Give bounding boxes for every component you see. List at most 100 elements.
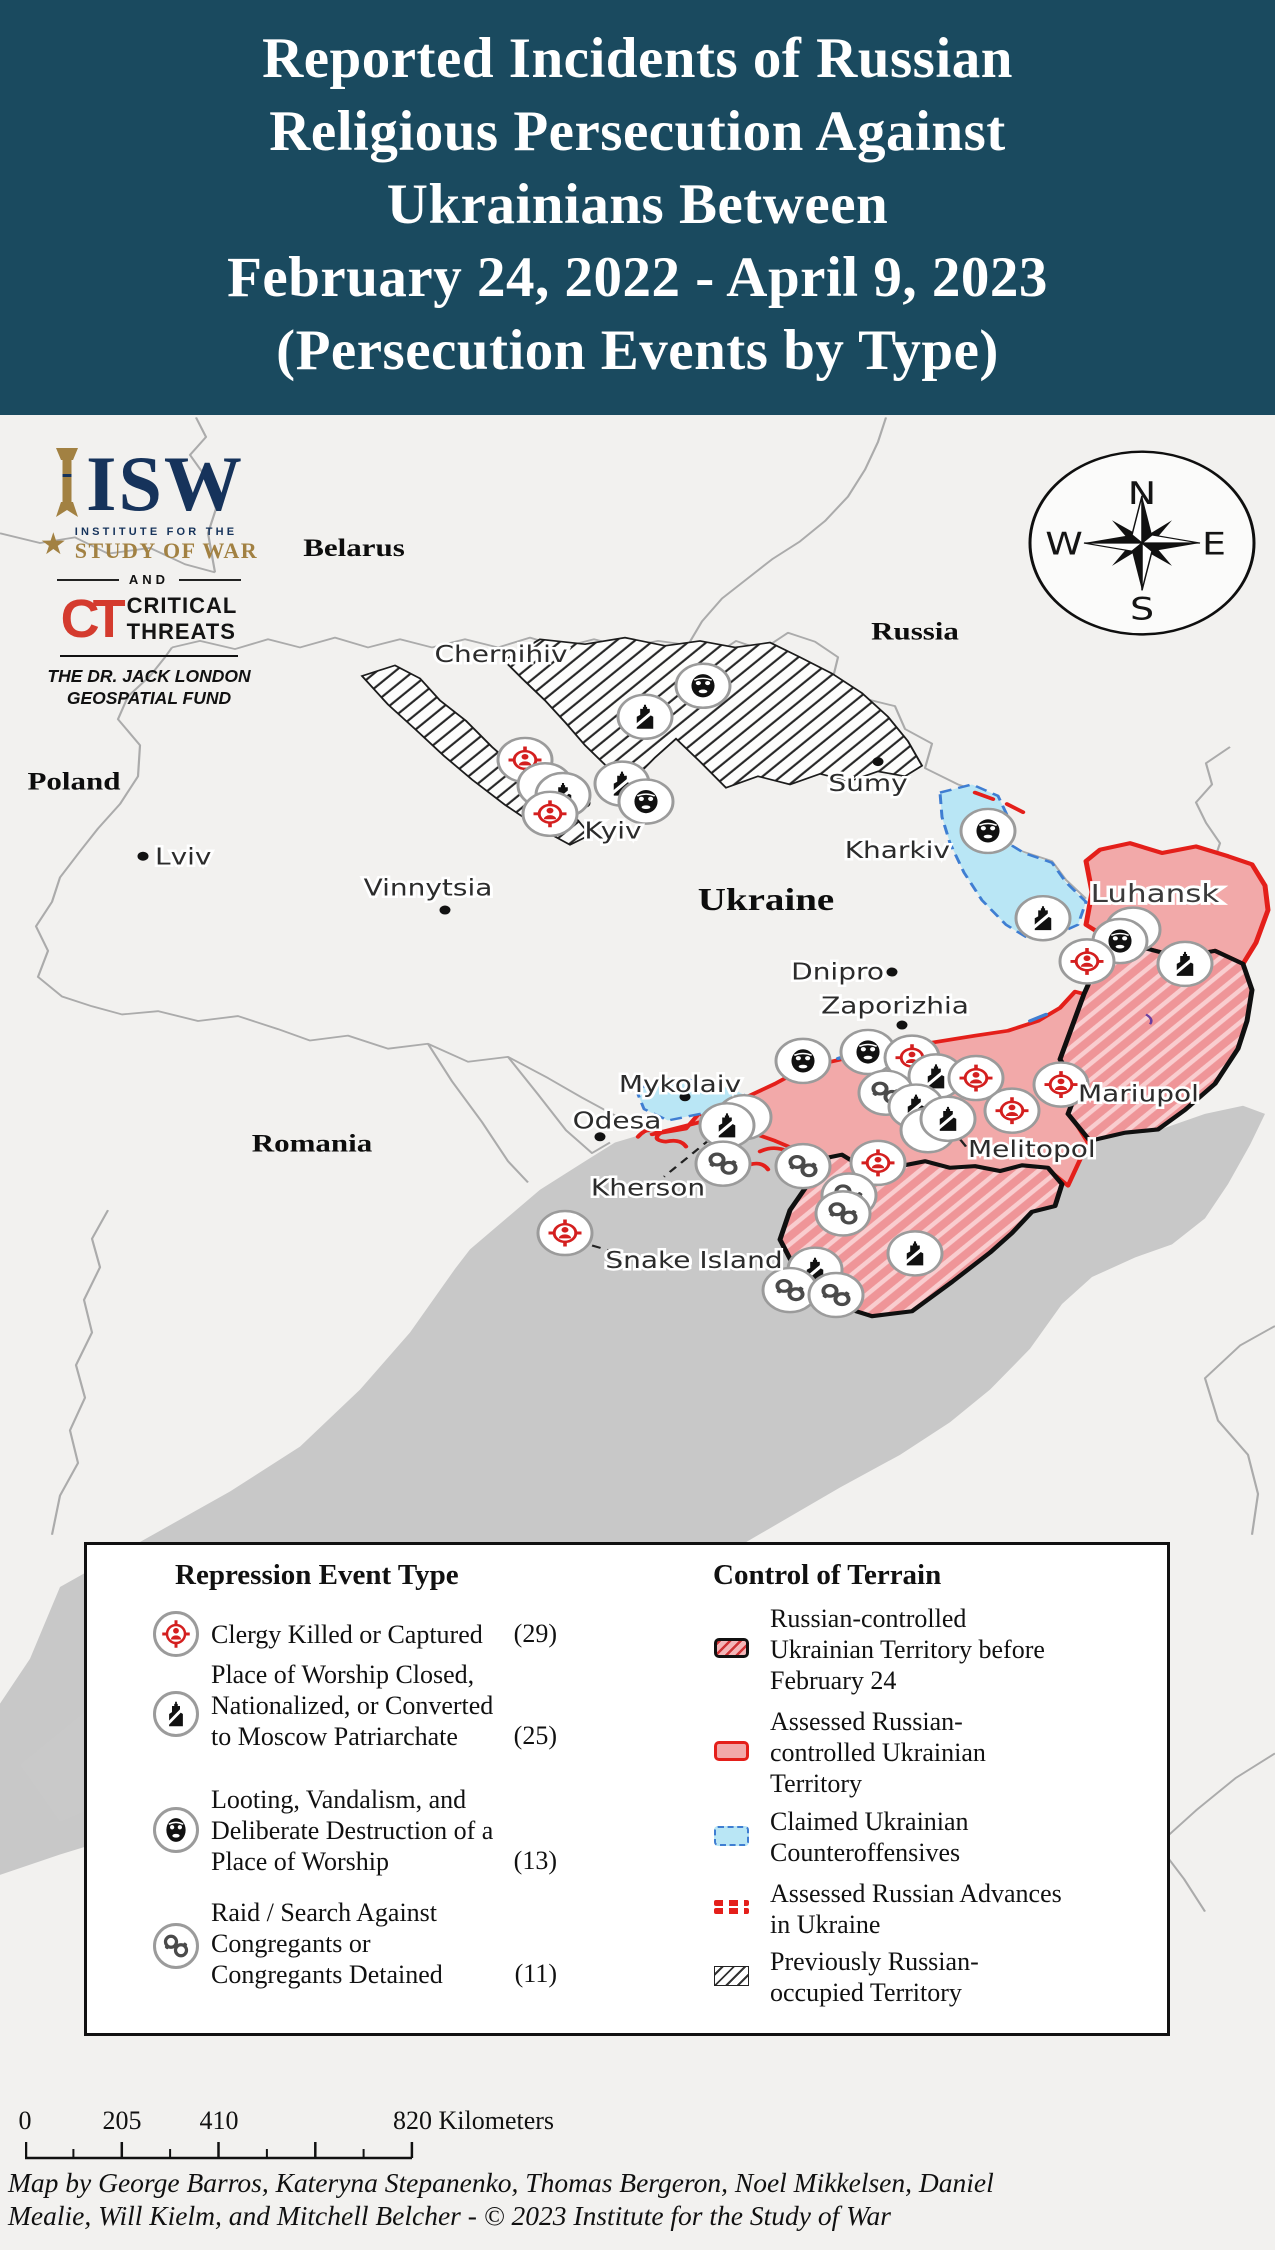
church-icon [165, 1700, 188, 1728]
region-label-luhansk: Luhansk [1091, 879, 1220, 908]
event-markers [496, 662, 1214, 1319]
event-marker-raid-search-congregants-detained [807, 1271, 865, 1319]
city-label-sumy: Sumy [828, 770, 907, 797]
legend-icon-mask [153, 1807, 199, 1853]
geospatial-fund-line1: THE DR. JACK LONDON [47, 666, 251, 686]
threats-label: THREATS [126, 619, 236, 644]
city-label-zaporizhia: Zaporizhia [821, 993, 969, 1020]
event-marker-place-of-worship-closed [1156, 940, 1214, 988]
city-label-vinnytsia: Vinnytsia [364, 875, 493, 902]
logo-divider [60, 655, 238, 657]
mask-icon [165, 1817, 187, 1843]
legend-item-text: Clergy Killed or Captured [211, 1620, 483, 1649]
terrain-swatch-counter [714, 1826, 749, 1846]
event-marker-place-of-worship-closed [616, 693, 674, 740]
event-marker-raid-search-congregants-detained [694, 1140, 752, 1187]
city-label-kharkiv: Kharkiv [845, 837, 950, 864]
city-label-melitopol: Melitopol [968, 1137, 1096, 1164]
event-marker-raid-search-congregants-detained [814, 1190, 872, 1237]
terrain-legend-title: Control of Terrain [713, 1559, 942, 1591]
scale-label: 0 [18, 2106, 32, 2135]
scale-label: 205 [102, 2106, 142, 2135]
city-dot [896, 1020, 908, 1030]
mask-icon [855, 1039, 881, 1065]
legend-item-count: (25) [513, 1721, 557, 1750]
page-title-line: February 24, 2022 - April 9, 2023 [227, 246, 1048, 309]
compass-s: S [1130, 592, 1154, 628]
critical-threats-ct-icon: CT [60, 589, 126, 649]
scale-bar-ticks [25, 2142, 414, 2160]
legend-item-count: (13) [513, 1846, 557, 1875]
event-marker-place-of-worship-closed [919, 1095, 977, 1143]
country-label-belarus: Belarus [303, 535, 405, 563]
legend-item-count: (29) [513, 1619, 557, 1648]
legend-item-text: Place of Worship Closed, Nationalized, or… [211, 1660, 494, 1751]
legend-item-text: Looting, Vandalism, and Deliberate Destru… [211, 1785, 494, 1876]
city-label-lviv: Lviv [155, 844, 211, 871]
scale-label: 410 [199, 2106, 239, 2135]
geospatial-fund-line2: GEOSPATIAL FUND [66, 688, 232, 708]
compass-n: N [1128, 476, 1156, 512]
critical-label: CRITICAL [126, 593, 238, 618]
legend-box: Repression Event Type Clergy Killed or C… [84, 1542, 1170, 2036]
event-marker-clergy-killed-or-captured [536, 1209, 594, 1257]
map-labels: Chernihiv Lviv Vinnytsia Kyiv Sumy Kharkiv Dni… [26, 533, 1223, 1277]
terrain-swatch-previously [714, 1966, 749, 1986]
mask-icon [790, 1048, 816, 1074]
isw-institute-line: INSTITUTE FOR THE [74, 526, 238, 538]
country-label-russia: Russia [871, 618, 959, 646]
event-marker-clergy-killed-or-captured [1032, 1061, 1090, 1108]
target-icon [161, 1619, 191, 1649]
event-marker-place-of-worship-closed [886, 1230, 944, 1277]
event-marker-clergy-killed-or-captured [521, 790, 579, 838]
mask-icon [975, 818, 1001, 844]
isw-wordmark: ISW [86, 440, 244, 527]
city-dot [439, 905, 451, 915]
event-marker-clergy-killed-or-captured [947, 1054, 1005, 1102]
city-label-kyiv: Kyiv [584, 818, 641, 845]
terrain-swatch-advances [714, 1898, 749, 1918]
and-label: AND [128, 572, 170, 587]
city-label-odesa: Odesa [573, 1108, 662, 1135]
event-marker-looting-vandalism-destruction [959, 807, 1017, 855]
legend-item-text: Claimed Ukrainian Counteroffensives [770, 1807, 969, 1867]
city-label-snake-island: Snake Island [605, 1248, 782, 1275]
isw-guidon-icon [56, 448, 79, 517]
compass-w: W [1045, 527, 1083, 563]
city-label-mariupol: Mariupol [1078, 1081, 1199, 1108]
compass-rose: N E S W [1028, 450, 1256, 636]
legend-icon-cuffs [153, 1923, 199, 1969]
legend-item-text: Assessed Russian-controlled Ukrainian Ter… [770, 1707, 986, 1798]
country-borders [0, 417, 1275, 1912]
attribution: Map by George Barros, Kateryna Stepanenk… [8, 2166, 1268, 2232]
mask-icon [1107, 928, 1133, 954]
event-marker-place-of-worship-closed [1014, 894, 1072, 942]
legend-item-text: Raid / Search Against Congregants or Congr… [211, 1898, 443, 1989]
isw-star-icon: ★ [39, 528, 67, 561]
scale-bar: 0 205 410 820 Kilometers [19, 2106, 554, 2162]
city-dot [679, 1092, 691, 1102]
country-label-poland: Poland [28, 768, 121, 796]
mask-icon [633, 789, 659, 815]
city-label-chernihiv: Chernihiv [434, 642, 567, 669]
city-dot [137, 851, 149, 861]
city-label-dnipro: Dnipro [791, 959, 884, 986]
city-dot [886, 967, 898, 977]
attribution-line2: Mealie, Will Kielm, and Mitchell Belcher… [8, 2200, 891, 2231]
event-marker-clergy-killed-or-captured [983, 1087, 1041, 1134]
city-label-mykolaiv: Mykolaiv [619, 1071, 741, 1098]
mask-icon [690, 673, 716, 699]
legend-item-count: (11) [514, 1959, 557, 1988]
page-title-line: Ukrainians Between [386, 173, 889, 236]
terrain-swatch-assessed [714, 1741, 749, 1761]
page-title-line: Reported Incidents of Russian [262, 27, 1013, 90]
and-divider: AND [26, 572, 272, 587]
logo-block: ISW ★ INSTITUTE FOR THE STUDY OF WAR AND… [26, 444, 272, 709]
event-marker-looting-vandalism-destruction [674, 662, 732, 710]
page-title-line: (Persecution Events by Type) [276, 319, 999, 382]
cuffs-icon [162, 1934, 190, 1958]
legend-item-text: Previously Russian-occupied Territory [770, 1947, 979, 2007]
label-leader-line [663, 1138, 711, 1178]
city-dot [872, 757, 884, 767]
